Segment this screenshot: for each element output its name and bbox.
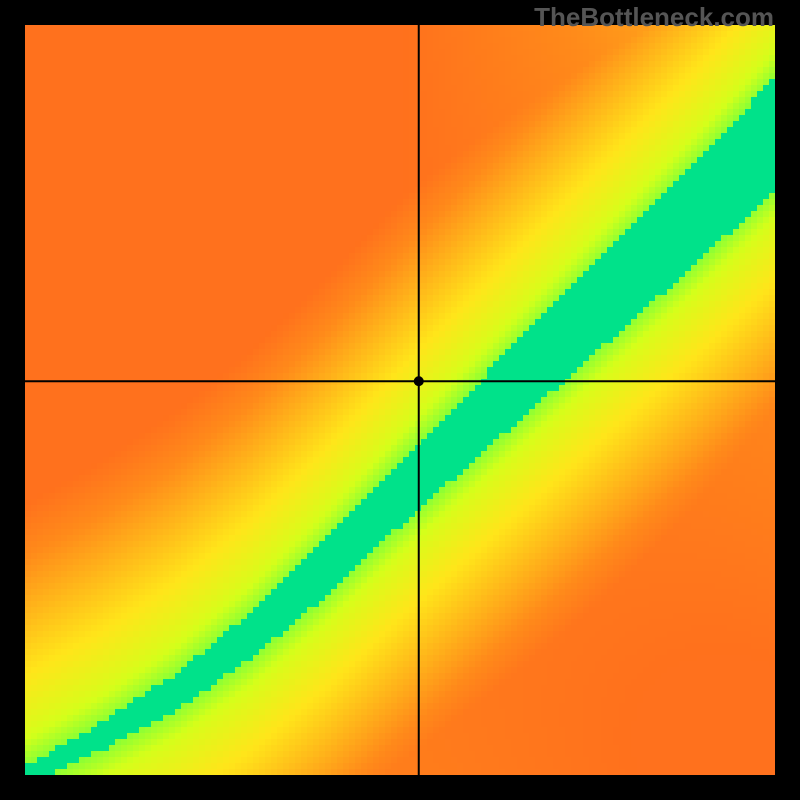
watermark-text: TheBottleneck.com — [534, 2, 774, 33]
bottleneck-heatmap-canvas — [0, 0, 800, 800]
chart-container: TheBottleneck.com — [0, 0, 800, 800]
